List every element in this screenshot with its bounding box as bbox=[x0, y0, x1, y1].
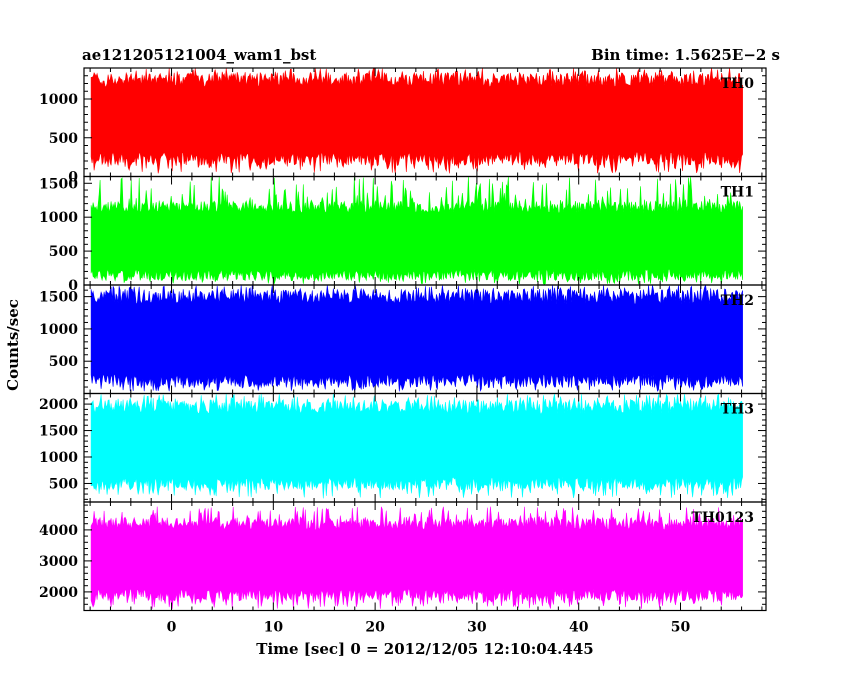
y-tick-label: 0 bbox=[68, 278, 78, 294]
series-th1-band bbox=[90, 176, 743, 285]
x-tick-label: 30 bbox=[467, 620, 487, 636]
panel-label-th0: TH0 bbox=[721, 76, 755, 92]
panel-label-th1: TH1 bbox=[721, 185, 754, 201]
x-tick-label: 50 bbox=[671, 620, 691, 636]
panel-label-th0123: TH0123 bbox=[691, 510, 754, 526]
series-th3-band bbox=[90, 393, 743, 499]
y-tick-label: 1000 bbox=[39, 450, 78, 466]
y-tick-label: 500 bbox=[49, 354, 78, 370]
bin-time-label: Bin time: 1.5625E−2 s bbox=[591, 46, 780, 64]
x-tick-label: 20 bbox=[365, 620, 385, 636]
x-tick-label: 40 bbox=[569, 620, 589, 636]
y-tick-label: 1500 bbox=[39, 424, 78, 440]
x-tick-label: 0 bbox=[167, 620, 177, 636]
series-th0123-band bbox=[90, 506, 743, 609]
chart-title: ae121205121004_wam1_bst bbox=[82, 46, 316, 64]
y-tick-label: 1500 bbox=[39, 176, 78, 192]
y-tick-label: 4000 bbox=[39, 523, 78, 539]
y-tick-label: 500 bbox=[49, 476, 78, 492]
y-tick-label: 500 bbox=[49, 131, 78, 147]
series-th0-band bbox=[90, 68, 743, 174]
y-tick-label: 1000 bbox=[39, 322, 78, 338]
panel-th0123: 2000 3000 4000 TH0123 bbox=[39, 501, 767, 612]
y-tick-label: 1500 bbox=[39, 290, 78, 306]
y-tick-label: 2000 bbox=[39, 397, 78, 413]
y-tick-label: 0 bbox=[68, 170, 78, 186]
panel-th1: 0 500 1000 1500 TH1 bbox=[39, 175, 767, 294]
panel-th0: 0 500 1000 TH0 bbox=[39, 67, 767, 186]
y-tick-label: 500 bbox=[49, 244, 78, 260]
panel-label-th2: TH2 bbox=[721, 293, 754, 309]
y-tick-label: 2000 bbox=[39, 585, 78, 601]
x-tick-label: 10 bbox=[264, 620, 284, 636]
y-tick-label: 1000 bbox=[39, 210, 78, 226]
y-tick-label: 1000 bbox=[39, 92, 78, 108]
x-axis-label: Time [sec] 0 = 2012/12/05 12:10:04.445 bbox=[256, 640, 593, 658]
panel-label-th3: TH3 bbox=[721, 402, 754, 418]
panel-th3: 500 1000 1500 2000 TH3 bbox=[39, 392, 767, 503]
panel-th2: 500 1000 1500 TH2 bbox=[39, 284, 767, 395]
y-tick-label: 3000 bbox=[39, 554, 78, 570]
y-axis-label: Counts/sec bbox=[4, 299, 22, 391]
panel-frame bbox=[83, 501, 767, 612]
series-th2-band bbox=[90, 285, 743, 392]
